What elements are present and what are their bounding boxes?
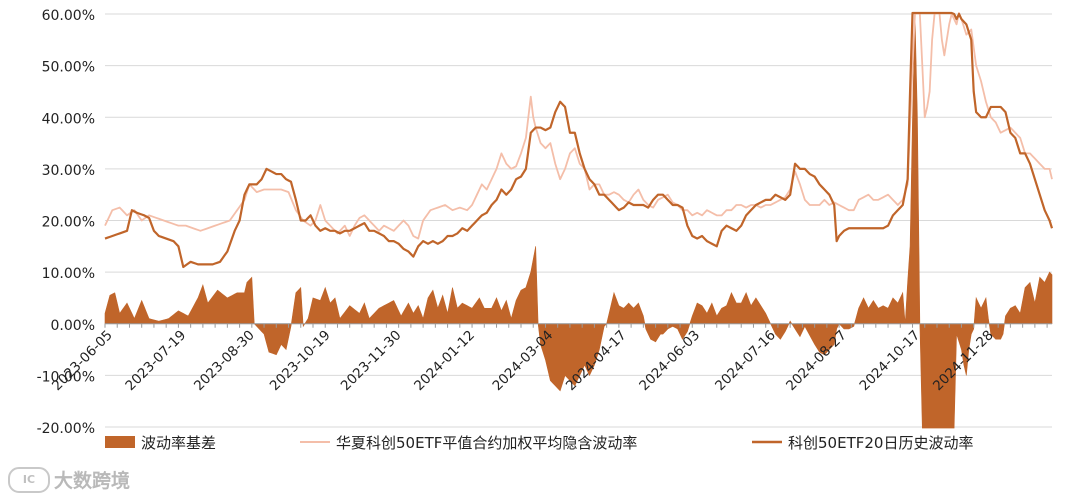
legend-label: 科创50ETF20日历史波动率 bbox=[788, 434, 973, 452]
watermark-text: 大数跨境 bbox=[54, 470, 131, 492]
legend: 波动率基差 华夏科创50ETF平值合约加权平均隐含波动率 科创50ETF20日历史波… bbox=[105, 434, 973, 452]
y-tick-label: 10.00% bbox=[42, 266, 95, 282]
series-layer bbox=[104, 11, 1054, 429]
series-line-historical-vol bbox=[104, 11, 1054, 269]
legend-label: 华夏科创50ETF平值合约加权平均隐含波动率 bbox=[336, 434, 637, 452]
y-tick-label: -20.00% bbox=[37, 421, 95, 437]
y-tick-label: -10.00% bbox=[37, 369, 95, 385]
y-tick-label: 40.00% bbox=[42, 111, 95, 127]
legend-label: 波动率基差 bbox=[141, 434, 216, 452]
y-tick-label: 20.00% bbox=[42, 215, 95, 231]
series-line-implied-vol bbox=[104, 12, 1053, 240]
watermark-logo-icon: IC bbox=[8, 466, 50, 493]
y-tick-label: 0.00% bbox=[51, 318, 95, 334]
watermark: IC 大数跨境 bbox=[8, 466, 130, 493]
y-axis: 60.00% 50.00% 40.00% 30.00% 20.00% 10.00% 0.00… bbox=[37, 8, 95, 437]
legend-swatch bbox=[105, 436, 135, 448]
y-tick-label: 30.00% bbox=[42, 163, 95, 179]
y-tick-label: 50.00% bbox=[42, 60, 95, 76]
series-area-basis bbox=[104, 13, 1053, 429]
y-tick-label: 60.00% bbox=[42, 8, 95, 24]
